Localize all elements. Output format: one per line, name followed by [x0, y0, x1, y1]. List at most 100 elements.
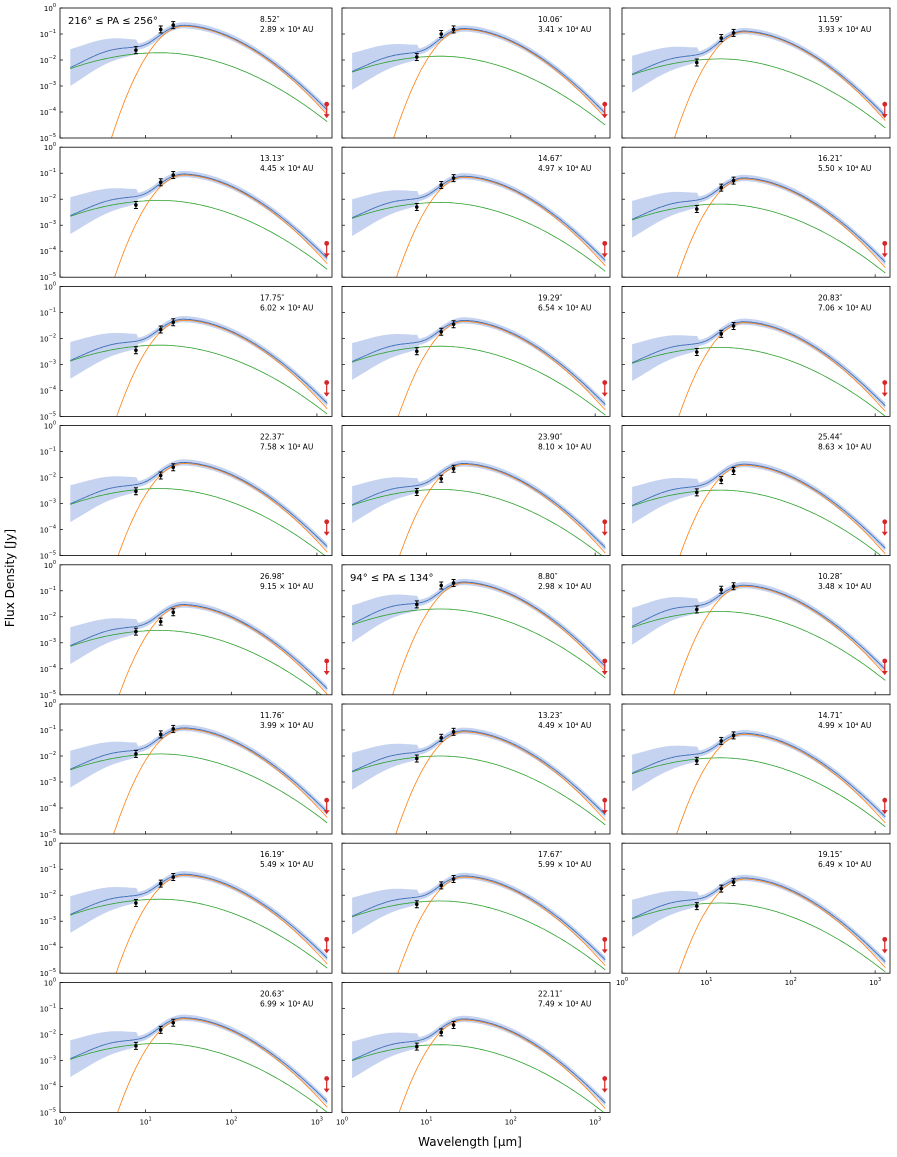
total-model-curve: [631, 732, 886, 818]
uncertainty-band: [70, 724, 328, 816]
data-point: [719, 478, 724, 482]
upper-limit-point: [602, 658, 608, 664]
best-fit-curve: [70, 604, 328, 689]
sed-panel-8: 19.29″6.54 × 10⁴ AU: [341, 285, 611, 417]
data-point: [719, 886, 724, 891]
uncertainty-band: [352, 173, 606, 264]
axes-frame: [59, 982, 333, 1113]
upper-limit-arrowhead: [323, 949, 330, 954]
axes-frame: [621, 285, 891, 417]
best-fit-curve: [631, 877, 886, 962]
cold-component-curve: [393, 28, 606, 138]
data-point: [415, 349, 419, 354]
plot-area: [351, 727, 606, 834]
sed-panel-1: 10−5 10−4 10−3 10−2 10−1 100 216° ≤ PA ≤ 256° 8…: [40, 3, 333, 143]
offset-label: 16.21″: [818, 154, 842, 163]
best-fit-curve: [70, 1017, 328, 1102]
best-fit-curve: [351, 1018, 606, 1104]
pa-range-label: 216° ≤ PA ≤ 256°: [68, 16, 158, 27]
upper-limit-arrowhead: [601, 1088, 608, 1093]
data-point: [451, 322, 456, 327]
total-model-curve: [70, 727, 328, 813]
plot-area: [631, 582, 886, 695]
y-tick-label: 10−4: [40, 803, 56, 813]
y-tick-label: 10−3: [40, 359, 56, 369]
uncertainty-band: [352, 872, 606, 963]
cold-component-curve: [113, 728, 328, 834]
best-fit-curve: [631, 584, 886, 670]
distance-label: 4.97 × 10⁴ AU: [538, 164, 591, 173]
data-point: [134, 48, 138, 52]
data-point: [731, 31, 736, 35]
y-tick-label: 10−3: [40, 777, 56, 787]
total-model-curve: [351, 875, 606, 961]
upper-limit-point: [324, 658, 330, 664]
data-point: [158, 881, 163, 886]
sed-panel-16: 10−5 10−4 10−3 10−2 10−1 100 11.76″3.99 × 10⁴ …: [40, 699, 333, 839]
y-tick-label: 100: [44, 142, 56, 152]
best-fit-curve: [352, 28, 606, 114]
uncertainty-band: [352, 1015, 606, 1107]
plot-area: [70, 1014, 328, 1113]
axes-frame: [341, 842, 611, 974]
x-tick-label: 103: [589, 1116, 601, 1126]
data-point: [451, 466, 456, 471]
best-fit-curve: [70, 318, 328, 404]
offset-label: 17.67″: [538, 850, 562, 859]
warm-component-curve: [351, 608, 606, 679]
data-point: [731, 324, 736, 328]
y-tick-label: 100: [44, 3, 56, 13]
y-tick-label: 10−5: [40, 551, 56, 561]
data-point: [158, 732, 163, 737]
warm-component-curve: [70, 200, 328, 270]
offset-label: 11.76″: [260, 711, 284, 720]
warm-component-curve: [631, 611, 886, 681]
total-model-curve: [351, 581, 606, 667]
y-tick-label: 10−4: [40, 525, 56, 535]
uncertainty-band: [352, 317, 606, 408]
data-point: [134, 901, 138, 905]
y-tick-label: 10−3: [40, 81, 56, 91]
total-model-curve: [70, 1017, 328, 1103]
best-fit-curve: [631, 30, 886, 116]
data-point: [731, 733, 736, 738]
data-point: [439, 476, 444, 481]
cold-component-curve: [674, 31, 886, 138]
data-point: [695, 490, 699, 495]
sed-panel-23: 100 101 102 103 22.11″7.49 × 10⁴ AU: [336, 982, 611, 1126]
sed-panel-15: 10.28″3.48 × 10⁴ AU: [621, 564, 891, 696]
data-point: [171, 23, 176, 27]
uncertainty-band: [70, 459, 328, 550]
sed-panel-13: 10−5 10−4 10−3 10−2 10−1 100 26.98″9.15 × 10⁴ …: [40, 560, 333, 700]
upper-limit-point: [882, 936, 888, 942]
uncertainty-band: [352, 578, 606, 670]
sed-panel-5: 14.67″4.97 × 10⁴ AU: [341, 146, 611, 278]
offset-label: 10.06″: [538, 15, 562, 24]
axes-frame: [59, 285, 333, 417]
upper-limit-arrowhead: [601, 810, 608, 815]
distance-label: 2.89 × 10⁴ AU: [260, 25, 313, 34]
distance-label: 5.99 × 10⁴ AU: [538, 860, 591, 869]
data-point: [695, 904, 699, 908]
data-point: [731, 584, 736, 589]
offset-label: 20.63″: [260, 989, 284, 998]
upper-limit-arrowhead: [601, 531, 608, 536]
uncertainty-band: [632, 318, 886, 409]
y-tick-label: 100: [44, 838, 56, 848]
distance-label: 2.98 × 10⁴ AU: [538, 582, 591, 591]
upper-limit-arrowhead: [601, 253, 608, 258]
sed-panel-4: 10−5 10−4 10−3 10−2 10−1 100 13.13″4.45 × 10⁴ …: [40, 142, 333, 282]
y-tick-label: 10−2: [40, 55, 56, 65]
warm-component-curve: [631, 347, 886, 417]
warm-component-curve: [351, 489, 603, 556]
plot-area: [70, 170, 328, 278]
plot-area: [70, 724, 328, 834]
y-tick-label: 10−2: [40, 194, 56, 204]
y-tick-label: 10−2: [40, 333, 56, 343]
upper-limit-arrowhead: [881, 392, 888, 397]
x-tick-label: 102: [785, 977, 797, 987]
best-fit-curve: [351, 463, 606, 548]
data-point: [171, 173, 176, 177]
upper-limit-arrowhead: [323, 670, 330, 675]
cold-component-curve: [117, 1018, 328, 1113]
